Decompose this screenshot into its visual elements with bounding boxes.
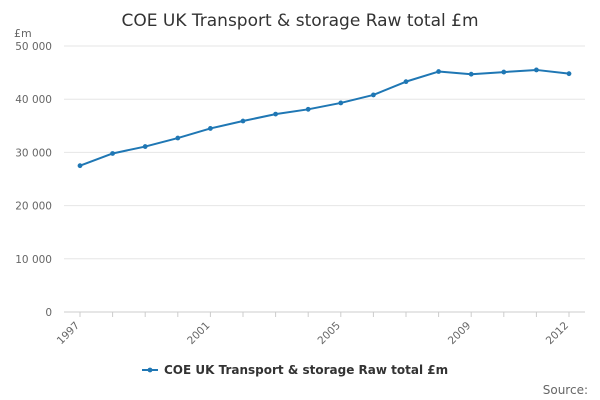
data-point[interactable] — [338, 100, 344, 106]
source-label: Source: — [543, 383, 588, 397]
data-point[interactable] — [468, 71, 474, 77]
grid-lines — [64, 45, 585, 260]
data-point[interactable] — [77, 163, 83, 169]
y-axis-unit-label: £m — [14, 27, 32, 40]
y-tick-label: 30 000 — [15, 147, 52, 159]
y-tick-label: 40 000 — [15, 94, 52, 106]
data-point[interactable] — [371, 92, 376, 98]
y-axis-ticks: 0 10 000 20 000 30 000 40 000 50 000 — [15, 41, 52, 319]
y-tick-label: 20 000 — [15, 201, 52, 213]
x-tick-label: 2001 — [185, 320, 212, 347]
data-point[interactable] — [142, 144, 148, 149]
data-point[interactable] — [566, 71, 572, 77]
y-tick-label: 0 — [45, 307, 52, 319]
x-tick-label: 2009 — [446, 320, 473, 347]
data-point[interactable] — [403, 79, 409, 85]
legend[interactable]: COE UK Transport & storage Raw total £m — [142, 363, 448, 377]
x-tick-label: 1997 — [55, 320, 82, 347]
data-point[interactable] — [110, 151, 115, 156]
data-point[interactable] — [534, 67, 539, 73]
data-point[interactable] — [175, 135, 181, 141]
y-tick-label: 10 000 — [15, 254, 52, 266]
data-point[interactable] — [240, 118, 246, 124]
data-point[interactable] — [273, 111, 278, 117]
chart-title: COE UK Transport & storage Raw total £m — [121, 11, 478, 31]
x-tick-label: 2012 — [544, 320, 571, 347]
x-axis: 1997 2001 2005 2009 2012 — [55, 311, 585, 347]
legend-label: COE UK Transport & storage Raw total £m — [164, 363, 448, 377]
series-line — [79, 68, 570, 167]
series-group — [77, 67, 572, 169]
data-point[interactable] — [436, 69, 441, 74]
data-point[interactable] — [501, 69, 507, 75]
y-tick-label: 50 000 — [15, 41, 52, 53]
legend-point-marker — [147, 367, 153, 373]
x-tick-label: 2005 — [316, 320, 343, 347]
data-point[interactable] — [305, 106, 311, 112]
data-point[interactable] — [208, 126, 213, 131]
